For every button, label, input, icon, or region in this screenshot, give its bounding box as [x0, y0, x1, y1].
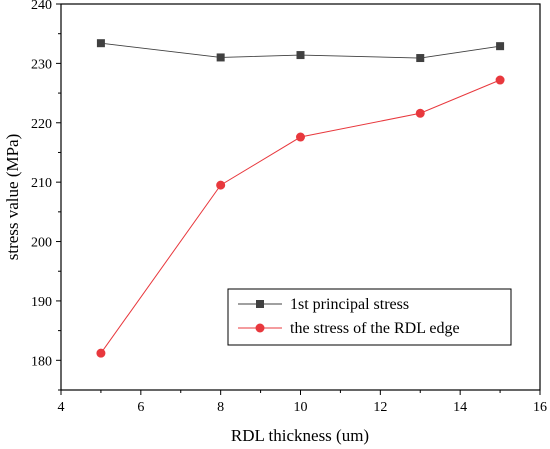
x-axis-title: RDL thickness (um)	[231, 426, 369, 445]
data-point-circle	[216, 180, 226, 190]
y-tick-label: 220	[31, 117, 52, 132]
y-tick-label: 240	[31, 0, 52, 13]
legend-marker-circle	[255, 323, 265, 333]
y-tick-label: 230	[31, 57, 52, 72]
x-tick-label: 8	[217, 400, 224, 415]
y-tick-label: 200	[31, 236, 52, 251]
x-tick-label: 6	[137, 400, 144, 415]
y-tick-label: 210	[31, 176, 52, 191]
legend-label: the stress of the RDL edge	[290, 320, 460, 337]
x-tick-label: 12	[373, 400, 387, 415]
data-point-circle	[296, 132, 305, 142]
x-tick-label: 14	[453, 400, 467, 415]
legend: 1st principal stress the stress of the RD…	[227, 288, 512, 346]
y-axis-ticks: 180 190 200 210 220 230 240	[31, 0, 61, 391]
series-2	[96, 75, 505, 358]
x-tick-label: 10	[294, 400, 308, 415]
legend-item-1: 1st principal stress	[238, 296, 409, 313]
y-tick-label: 180	[31, 354, 52, 369]
data-point-circle	[495, 75, 505, 85]
data-point-circle	[415, 108, 425, 118]
series-1	[96, 39, 505, 63]
y-tick-label: 190	[31, 295, 52, 310]
legend-items: 1st principal stress the stress of the RD…	[238, 296, 460, 337]
y-axis-title: stress value (MPa)	[3, 134, 22, 261]
data-point-square	[496, 42, 505, 51]
x-tick-label: 4	[58, 400, 65, 415]
legend-box	[227, 288, 512, 346]
x-axis-ticks: 4 6 8 10 12 14 16	[58, 390, 547, 415]
data-point-square	[216, 53, 225, 62]
x-tick-label: 16	[533, 400, 547, 415]
legend-marker-square	[256, 300, 264, 308]
legend-item-2: the stress of the RDL edge	[238, 320, 460, 337]
data-point-square	[96, 39, 105, 48]
data-point-circle	[96, 348, 106, 358]
series-layer	[96, 39, 505, 358]
data-point-square	[416, 54, 425, 63]
data-point-square	[296, 51, 305, 60]
legend-label: 1st principal stress	[290, 296, 409, 313]
